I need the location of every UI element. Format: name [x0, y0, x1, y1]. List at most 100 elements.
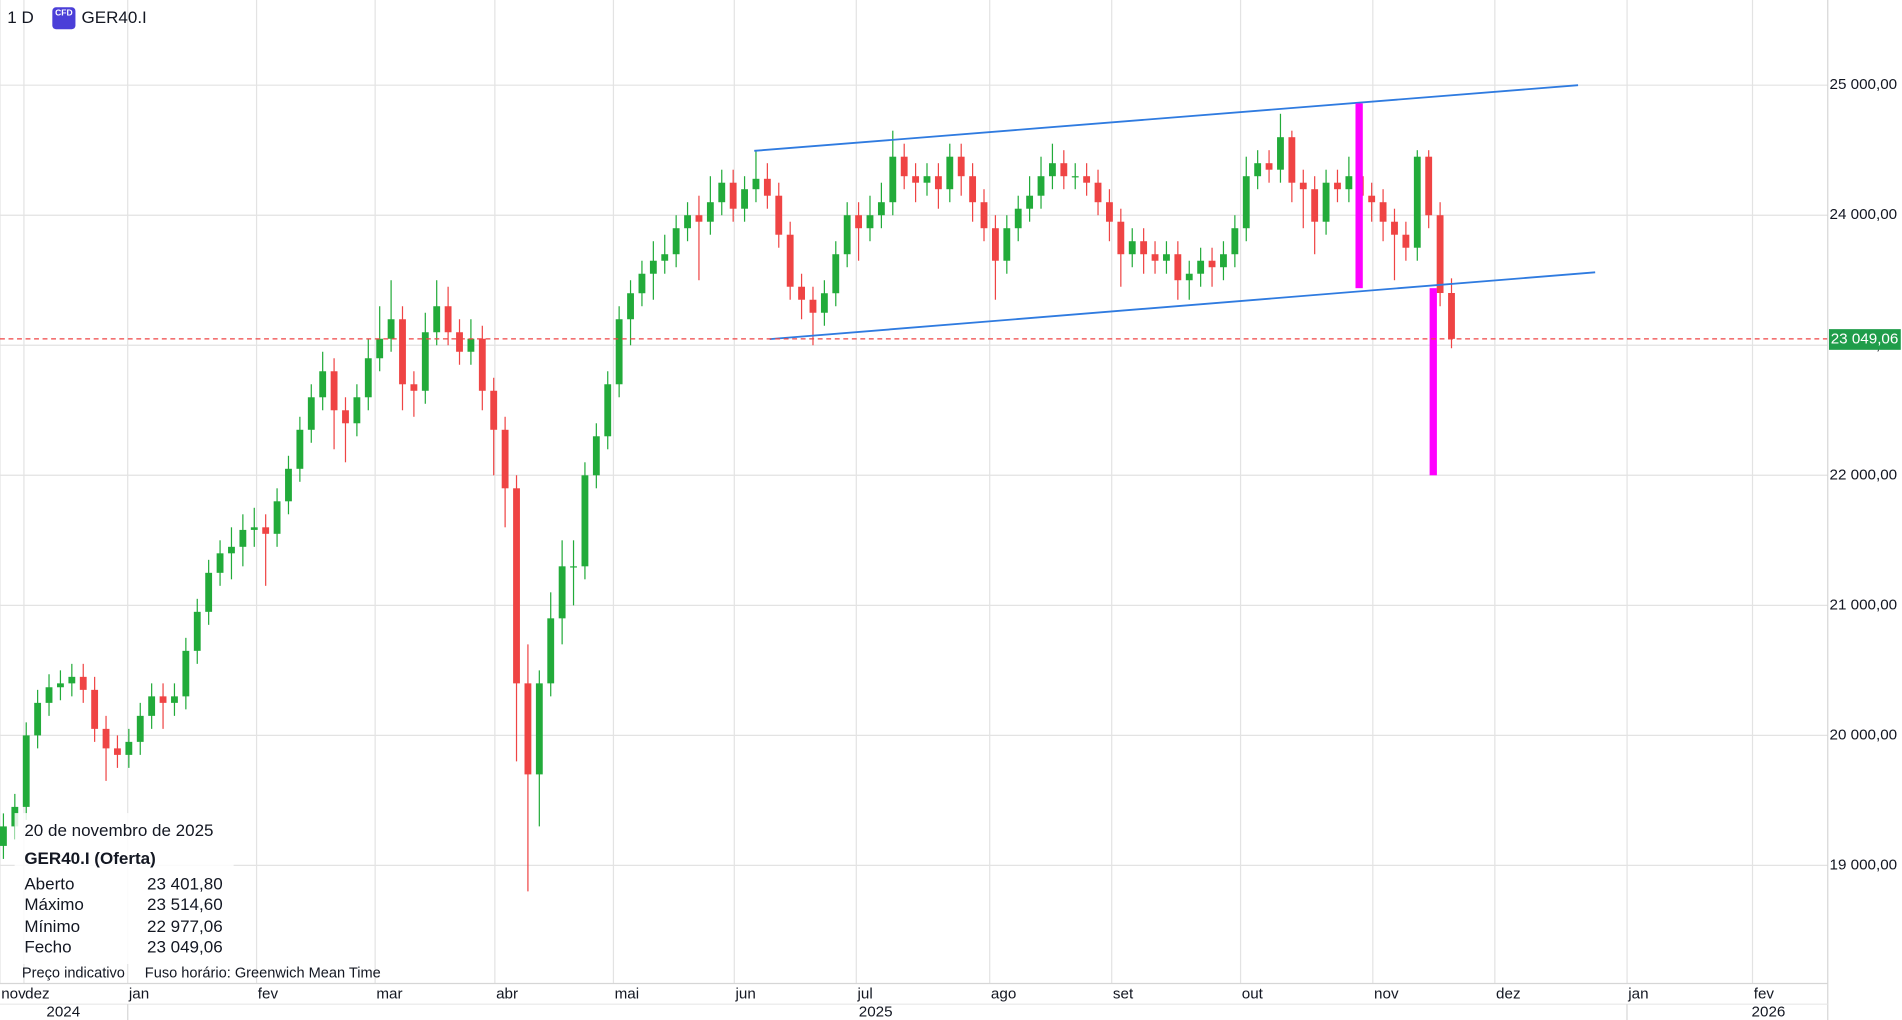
candle-body [399, 319, 406, 385]
candle-body [125, 741, 133, 755]
candle-body [1265, 163, 1273, 170]
candle-body [786, 234, 794, 287]
candle-body [148, 696, 156, 716]
candle-body [467, 338, 475, 352]
range-marker [1429, 288, 1437, 476]
candle-body [706, 202, 714, 222]
candle-body [205, 572, 213, 612]
candle-body [672, 228, 680, 255]
footer-note: Preço indicativo [22, 966, 125, 982]
x-tick-label: fev [258, 985, 279, 1002]
candle-body [1425, 156, 1433, 216]
price-label-box [1828, 329, 1901, 350]
candle-body [991, 228, 999, 261]
candle-body [741, 189, 748, 209]
x-tick-label: nov [1374, 985, 1399, 1002]
candle-body [934, 176, 942, 190]
x-tick-label: set [1113, 985, 1134, 1002]
candle-body [889, 156, 897, 203]
candle-body [592, 436, 600, 476]
candle-body [570, 566, 577, 568]
candle-body [581, 475, 589, 567]
year-label: 2024 [46, 1004, 80, 1020]
info-box [14, 813, 234, 965]
candle-body [478, 338, 486, 391]
candle-body [353, 397, 361, 424]
candle-body [182, 650, 190, 697]
candle-body [627, 293, 634, 320]
x-tick-label: mar [376, 985, 402, 1002]
candle-body [558, 566, 566, 619]
x-tick-label: abr [496, 985, 518, 1002]
candle-body [262, 527, 270, 534]
symbol-icon-text: CFD [55, 8, 72, 18]
candle-body [1288, 137, 1296, 183]
candle-body [364, 358, 372, 398]
info-label: Aberto [24, 874, 74, 893]
candle-body [718, 182, 726, 203]
candle-body [661, 254, 669, 261]
candle-body [1163, 254, 1170, 261]
candle-body [615, 319, 623, 385]
interval: 1 D [7, 8, 33, 27]
candle-body [1060, 163, 1068, 177]
candle-body [763, 178, 771, 196]
candle-body [1140, 241, 1148, 255]
info-value: 23 514,60 [147, 895, 223, 914]
candle-body [1174, 254, 1182, 281]
range-marker [1355, 103, 1363, 289]
candle-body [410, 384, 418, 391]
candle-body [524, 683, 532, 775]
candle-body [513, 488, 520, 684]
y-tick-label: 20 000,00 [1830, 726, 1898, 743]
candle-body [1311, 189, 1319, 222]
candle-body [1379, 202, 1387, 222]
candle-body [421, 332, 429, 391]
info-label: Máximo [24, 895, 84, 914]
candle-body [1037, 176, 1045, 196]
footer-timezone: Fuso horário: Greenwich Mean Time [145, 966, 381, 982]
info-label: Mínimo [24, 917, 80, 936]
x-tick-label: mai [615, 985, 639, 1002]
candle-body [775, 195, 783, 235]
candle-body [114, 748, 121, 755]
candle-body [1208, 260, 1216, 268]
candle-body [855, 215, 863, 229]
candle-body [307, 397, 315, 430]
candle-body [136, 715, 144, 742]
candle-body [1185, 273, 1193, 281]
candle-body [1413, 156, 1421, 248]
candle-body [1049, 163, 1056, 177]
candle-body [1003, 228, 1011, 261]
info-label: Fecho [24, 938, 71, 957]
candle-body [342, 410, 349, 424]
info-value: 23 401,80 [147, 874, 223, 893]
candle-body [387, 319, 395, 339]
x-tick-label: jun [735, 985, 756, 1002]
candle-body [1299, 182, 1307, 190]
candle-body [34, 702, 42, 736]
candle-body [1368, 195, 1376, 203]
candle-body [250, 527, 258, 530]
y-tick-label: 22 000,00 [1830, 466, 1898, 483]
candle-body [969, 176, 977, 203]
trend-line [769, 271, 1596, 341]
x-tick-label: fev [1754, 985, 1775, 1002]
candle-body [1322, 182, 1330, 222]
candle-body [1094, 182, 1102, 203]
x-tick-label: out [1242, 985, 1264, 1002]
candle-body [1345, 176, 1353, 190]
candle-body [877, 202, 885, 216]
candle-body [820, 293, 828, 313]
candle-body [752, 178, 760, 190]
candle-body [1436, 215, 1444, 294]
candle-body [193, 611, 201, 651]
grid [0, 0, 1828, 984]
candle-body [102, 728, 110, 749]
price-label: 23 049,06 [1831, 330, 1899, 347]
candle-body [843, 215, 851, 255]
candle-body [1117, 221, 1125, 255]
